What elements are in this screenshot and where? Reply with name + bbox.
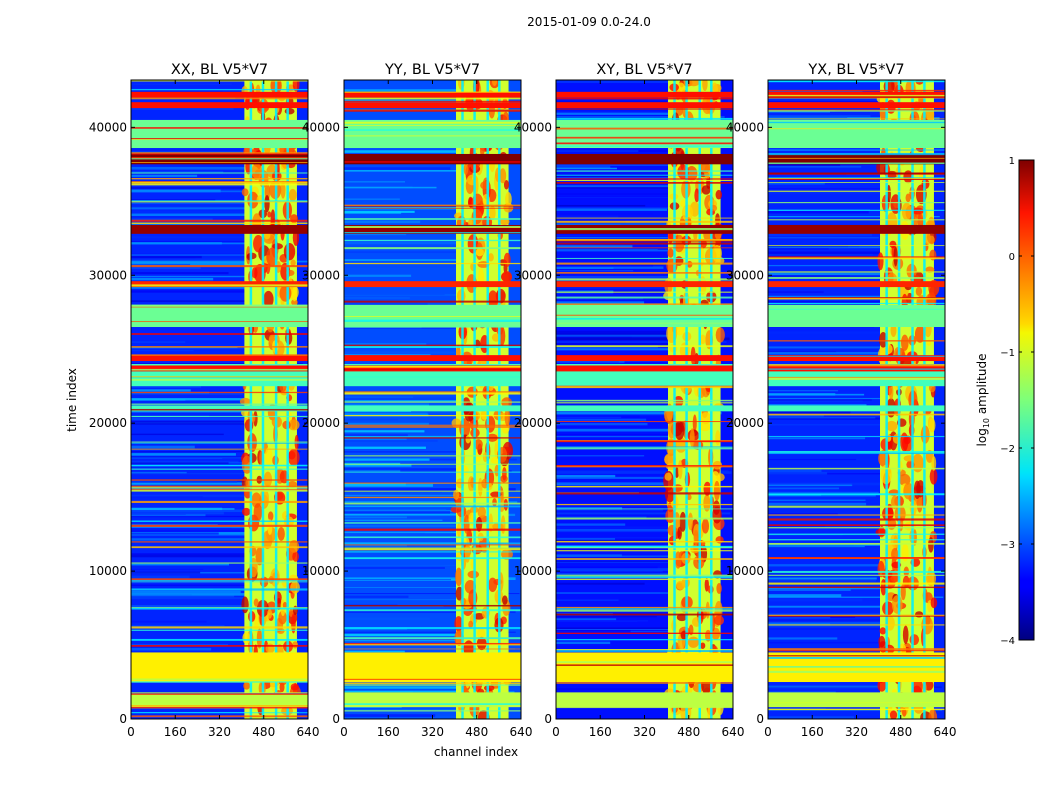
panels: XX, BL V5*V7 0 160 320 480 640 0 10000 20000 3000… bbox=[89, 62, 957, 739]
y-tick-label: 30000 bbox=[514, 268, 552, 282]
y-tick-label: 0 bbox=[756, 712, 764, 726]
y-axis-label: time index bbox=[65, 368, 79, 432]
colorbar-tick-label: 0 bbox=[1009, 252, 1015, 263]
y-tick-label: 10000 bbox=[302, 564, 340, 578]
colorbar-label: log10 amplitude bbox=[975, 354, 991, 447]
colorbar-tick-label: 1 bbox=[1009, 156, 1015, 167]
x-tick-label: 640 bbox=[510, 725, 533, 739]
colorbar-tick-label: −1 bbox=[1000, 348, 1015, 359]
y-tick-label: 40000 bbox=[514, 120, 552, 134]
panel-4: YX, BL V5*V7 0 160 320 480 640 0 10000 20000 3000… bbox=[726, 62, 957, 739]
x-tick-label: 640 bbox=[297, 725, 320, 739]
y-tick-label: 0 bbox=[119, 712, 127, 726]
x-tick-label: 480 bbox=[252, 725, 275, 739]
x-tick-label: 0 bbox=[552, 725, 560, 739]
y-tick-label: 10000 bbox=[514, 564, 552, 578]
y-tick-label: 20000 bbox=[302, 416, 340, 430]
panel-title: YY, BL V5*V7 bbox=[384, 62, 480, 78]
y-tick-label: 10000 bbox=[726, 564, 764, 578]
x-tick-label: 480 bbox=[677, 725, 700, 739]
y-tick-label: 40000 bbox=[726, 120, 764, 134]
x-tick-label: 320 bbox=[421, 725, 444, 739]
x-tick-label: 320 bbox=[208, 725, 231, 739]
x-tick-label: 480 bbox=[889, 725, 912, 739]
y-tick-label: 40000 bbox=[89, 120, 127, 134]
y-tick-label: 40000 bbox=[302, 120, 340, 134]
colorbar-tick-label: −2 bbox=[1000, 444, 1015, 455]
y-tick-label: 10000 bbox=[89, 564, 127, 578]
x-tick-label: 480 bbox=[465, 725, 488, 739]
x-tick-label: 640 bbox=[934, 725, 957, 739]
colorbar-tick-label: −3 bbox=[1000, 540, 1015, 551]
y-tick-label: 30000 bbox=[302, 268, 340, 282]
figure-suptitle: 2015-01-09 0.0-24.0 bbox=[527, 15, 651, 29]
x-axis-label: channel index bbox=[434, 745, 518, 759]
panel-title: XX, BL V5*V7 bbox=[171, 62, 268, 78]
x-tick-label: 160 bbox=[801, 725, 824, 739]
y-tick-label: 20000 bbox=[89, 416, 127, 430]
heatmap-image bbox=[768, 80, 945, 719]
y-tick-label: 20000 bbox=[726, 416, 764, 430]
y-tick-label: 30000 bbox=[89, 268, 127, 282]
x-tick-label: 160 bbox=[164, 725, 187, 739]
y-tick-label: 0 bbox=[544, 712, 552, 726]
panel-title: YX, BL V5*V7 bbox=[807, 62, 904, 78]
x-tick-label: 320 bbox=[845, 725, 868, 739]
colorbar: 1 0 −1 −2 −3 −4 log10 amplitude bbox=[975, 156, 1035, 647]
heatmap-image bbox=[344, 80, 521, 719]
panel-1: XX, BL V5*V7 0 160 320 480 640 0 10000 20000 3000… bbox=[89, 62, 320, 739]
colorbar-tick-label: −4 bbox=[1000, 636, 1015, 647]
colorbar-gradient bbox=[1018, 159, 1035, 641]
x-tick-label: 160 bbox=[377, 725, 400, 739]
x-tick-label: 320 bbox=[633, 725, 656, 739]
x-tick-label: 0 bbox=[340, 725, 348, 739]
colorbar-ticks: 1 0 −1 −2 −3 −4 bbox=[1000, 156, 1034, 647]
y-tick-label: 0 bbox=[332, 712, 340, 726]
x-tick-label: 160 bbox=[589, 725, 612, 739]
x-tick-label: 640 bbox=[722, 725, 745, 739]
y-tick-label: 30000 bbox=[726, 268, 764, 282]
panel-3: XY, BL V5*V7 0 160 320 480 640 0 10000 20000 3000… bbox=[514, 62, 745, 739]
heatmap-image bbox=[556, 80, 733, 719]
x-tick-label: 0 bbox=[764, 725, 772, 739]
y-tick-label: 20000 bbox=[514, 416, 552, 430]
x-tick-label: 0 bbox=[127, 725, 135, 739]
heatmap-image bbox=[131, 80, 308, 719]
panel-title: XY, BL V5*V7 bbox=[596, 62, 692, 78]
panel-2: YY, BL V5*V7 0 160 320 480 640 0 10000 20000 3000… bbox=[302, 62, 533, 739]
